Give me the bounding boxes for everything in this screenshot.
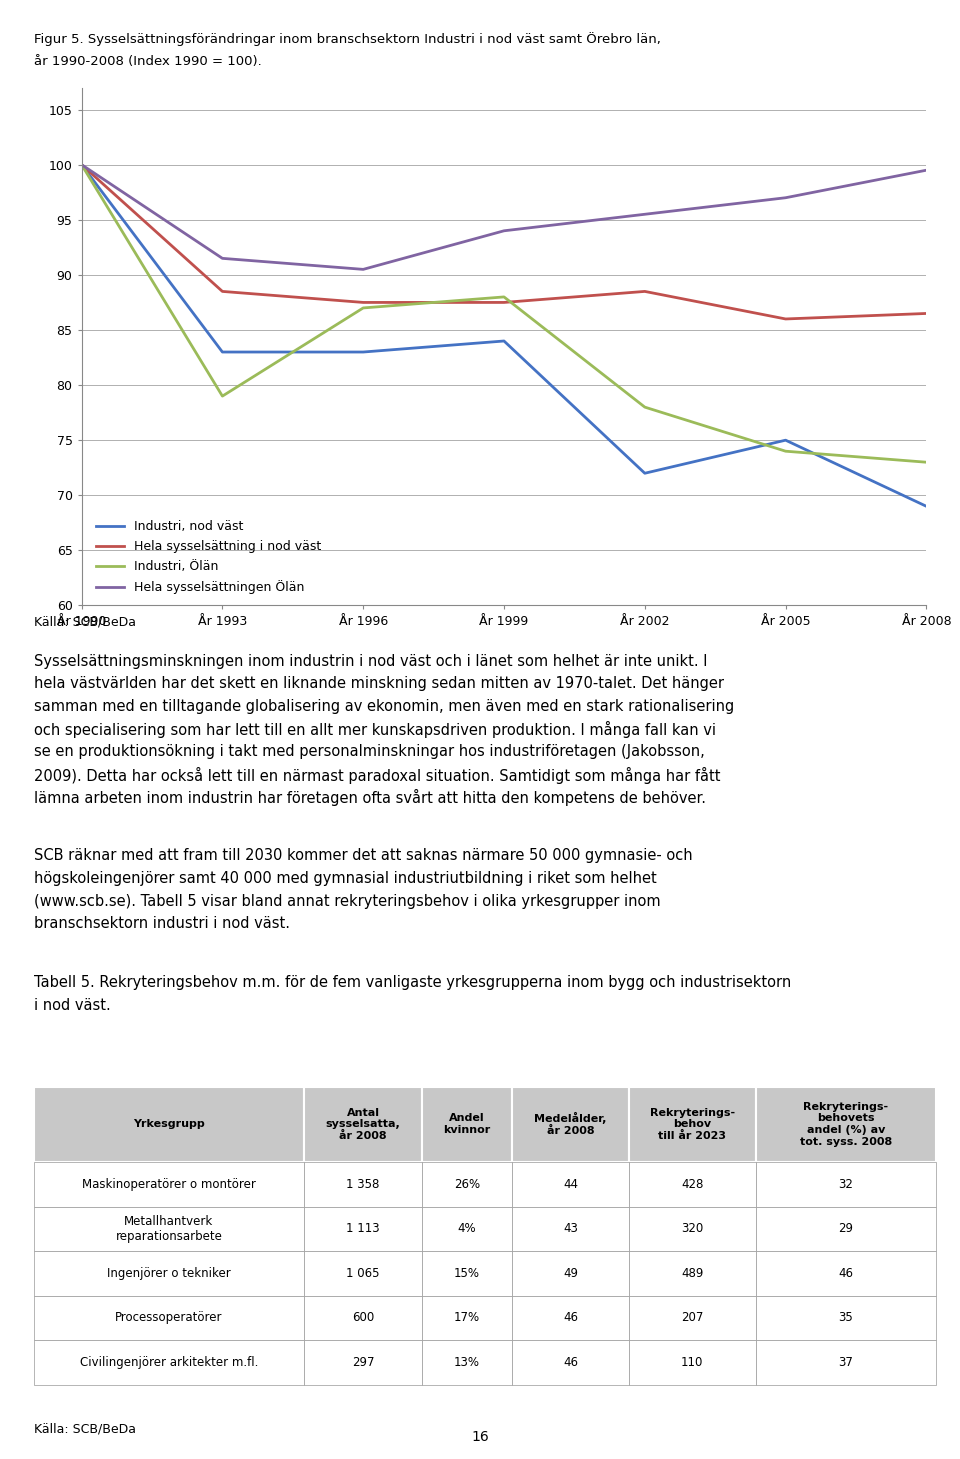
Text: och specialisering som har lett till en allt mer kunskapsdriven produktion. I må: och specialisering som har lett till en … (34, 721, 715, 738)
Text: Figur 5. Sysselsättningsförändringar inom branschsektorn Industri i nod väst sam: Figur 5. Sysselsättningsförändringar ino… (34, 32, 660, 47)
Text: lämna arbeten inom industrin har företagen ofta svårt att hitta den kompetens de: lämna arbeten inom industrin har företag… (34, 789, 706, 807)
Text: SCB räknar med att fram till 2030 kommer det att saknas närmare 50 000 gymnasie-: SCB räknar med att fram till 2030 kommer… (34, 848, 692, 864)
Text: högskoleingenjörer samt 40 000 med gymnasial industriutbildning i riket som helh: högskoleingenjörer samt 40 000 med gymna… (34, 871, 657, 886)
Text: branschsektorn industri i nod väst.: branschsektorn industri i nod väst. (34, 916, 290, 931)
Legend: Industri, nod väst, Hela sysselsättning i nod väst, Industri, Ölän, Hela syssels: Industri, nod väst, Hela sysselsättning … (96, 521, 321, 594)
Text: 2009). Detta har också lett till en närmast paradoxal situation. Samtidigt som m: 2009). Detta har också lett till en närm… (34, 766, 720, 783)
Text: Sysselsättningsminskningen inom industrin i nod väst och i länet som helhet är i: Sysselsättningsminskningen inom industri… (34, 654, 708, 668)
Text: samman med en tilltagande globalisering av ekonomin, men även med en stark ratio: samman med en tilltagande globalisering … (34, 699, 733, 713)
Text: 16: 16 (471, 1430, 489, 1444)
Text: Källa: SCB/BeDa: Källa: SCB/BeDa (34, 1423, 135, 1436)
Text: hela västvärlden har det skett en liknande minskning sedan mitten av 1970-talet.: hela västvärlden har det skett en liknan… (34, 676, 724, 692)
Text: (www.scb.se). Tabell 5 visar bland annat rekryteringsbehov i olika yrkesgrupper : (www.scb.se). Tabell 5 visar bland annat… (34, 893, 660, 909)
Text: år 1990-2008 (Index 1990 = 100).: år 1990-2008 (Index 1990 = 100). (34, 55, 261, 69)
Text: i nod väst.: i nod väst. (34, 998, 110, 1013)
Text: se en produktionsökning i takt med personalminskningar hos industriföretagen (Ja: se en produktionsökning i takt med perso… (34, 744, 705, 759)
Text: Källa: SCB/BeDa: Källa: SCB/BeDa (34, 616, 135, 629)
Text: Tabell 5. Rekryteringsbehov m.m. för de fem vanligaste yrkesgrupperna inom bygg : Tabell 5. Rekryteringsbehov m.m. för de … (34, 975, 791, 991)
